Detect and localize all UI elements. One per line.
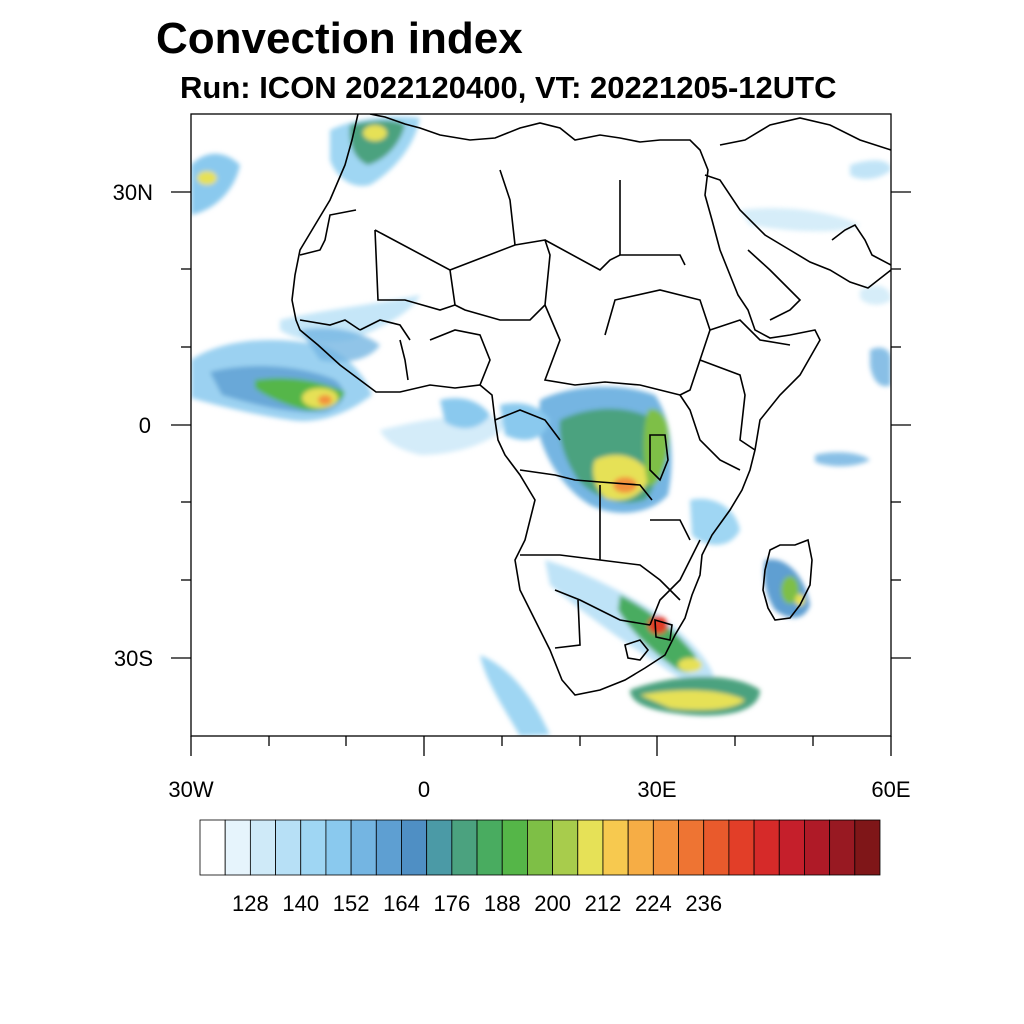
colorbar-label: 140	[282, 891, 319, 916]
lat-label-0: 0	[139, 413, 151, 438]
colorbar-label: 236	[685, 891, 722, 916]
colorbar-swatch	[426, 819, 453, 876]
colorbar-swatch	[527, 819, 553, 876]
colorbar-swatch	[300, 819, 327, 876]
colorbar-swatch	[778, 819, 805, 876]
lon-label-30e: 30E	[637, 777, 676, 802]
lon-label-30w: 30W	[168, 777, 213, 802]
lat-label-30s: 30S	[114, 646, 153, 671]
colorbar-label: 188	[484, 891, 521, 916]
map-title: Convection index	[156, 14, 523, 63]
colorbar-swatch	[224, 819, 251, 876]
map-subtitle: Run: ICON 2022120400, VT: 20221205-12UTC	[180, 70, 837, 105]
colorbar-label: 164	[383, 891, 420, 916]
colorbar-swatch	[476, 819, 503, 876]
colorbar-label: 128	[232, 891, 269, 916]
colorbar-labels: 128 140 152 164 176 188 200 212 224 236	[232, 891, 722, 916]
colorbar-swatch	[401, 819, 428, 876]
colorbar-swatch	[325, 819, 352, 876]
lat-label-30n: 30N	[113, 180, 153, 205]
colorbar-swatch	[552, 819, 579, 876]
colorbar-swatch	[652, 819, 679, 876]
colorbar-swatch	[577, 819, 604, 876]
colorbar-swatch	[602, 819, 629, 876]
colorbar-swatch	[375, 819, 402, 876]
colorbar-label: 152	[333, 891, 370, 916]
colorbar-label: 200	[534, 891, 571, 916]
lon-label-0: 0	[418, 777, 430, 802]
colorbar-swatch	[728, 819, 755, 876]
colorbar-swatch	[854, 819, 881, 876]
colorbar-swatch	[703, 819, 730, 876]
africa-coastline	[291, 114, 891, 696]
colorbar-label: 212	[585, 891, 622, 916]
colorbar-swatch	[275, 819, 302, 876]
colorbar-swatch	[627, 819, 654, 876]
map-ticks	[171, 191, 911, 756]
colorbar-swatch	[829, 819, 856, 876]
colorbar-swatch	[249, 819, 276, 876]
colorbar-swatch	[753, 819, 780, 876]
colorbar-swatch	[501, 819, 528, 876]
colorbar-swatch	[199, 819, 226, 876]
colorbar-label: 224	[635, 891, 672, 916]
colorbar-swatch	[451, 819, 478, 876]
colorbar-swatch	[678, 819, 705, 876]
colorbar	[199, 819, 881, 876]
colorbar-swatch	[804, 819, 831, 876]
colorbar-label: 176	[433, 891, 470, 916]
colorbar-swatch	[350, 819, 377, 876]
lon-label-60e: 60E	[871, 777, 910, 802]
